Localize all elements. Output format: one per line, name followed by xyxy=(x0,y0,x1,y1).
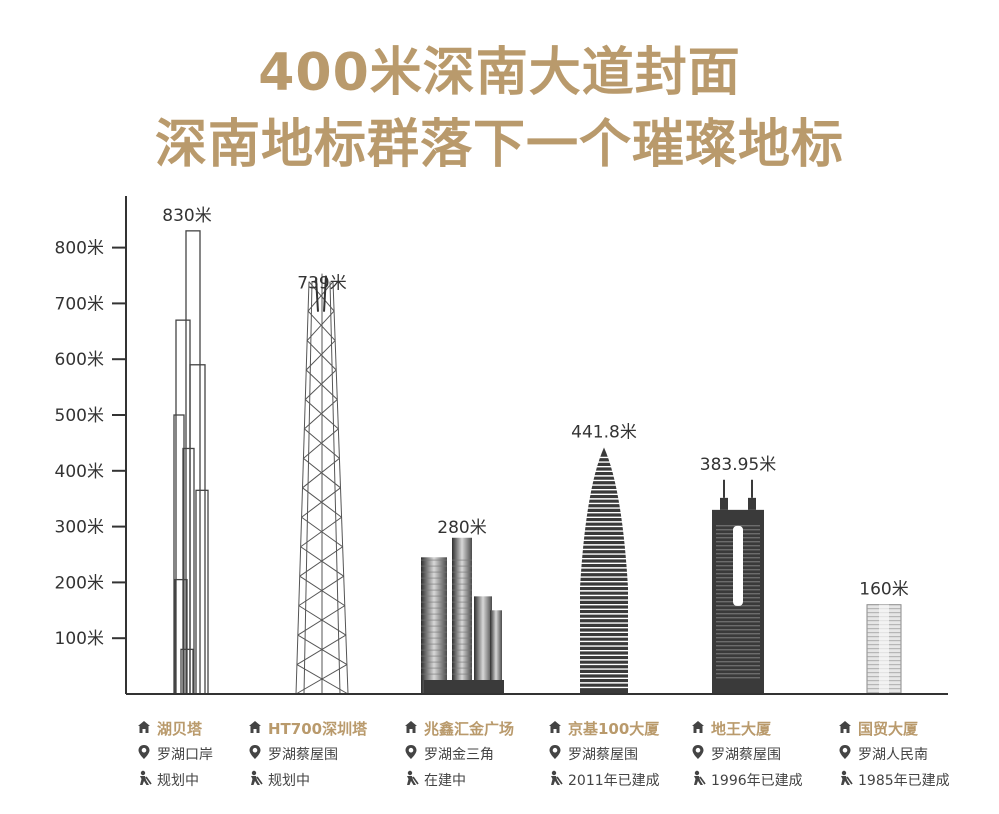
pin-icon xyxy=(248,742,264,768)
building-status: 在建中 xyxy=(424,773,466,789)
worker-icon xyxy=(838,768,854,794)
building-height-chart: 100米 200米 300米 400米 500米 600米 700米 800米 830米 739… xyxy=(55,196,948,695)
y-tick-label: 100米 xyxy=(55,629,104,649)
building-name: 兆鑫汇金广场 xyxy=(424,720,515,738)
worker-icon xyxy=(137,768,153,794)
house-icon xyxy=(248,716,264,742)
building-info-1: 湖贝塔罗湖口岸规划中 xyxy=(137,716,213,794)
building-location: 罗湖人民南 xyxy=(858,747,928,763)
value-labels: 830米 739米 280米 441.8米 383.95米 160米 xyxy=(162,206,908,600)
buildings-layer xyxy=(173,230,902,695)
building-info-4: 京基100大厦 罗湖蔡屋围 2011年已建成 xyxy=(548,716,660,794)
building-info-5: 地王大厦罗湖蔡屋围 1996年已建成 xyxy=(691,716,803,794)
building-location: 罗湖蔡屋围 xyxy=(268,747,338,763)
building-name: 湖贝塔 xyxy=(157,720,203,738)
pin-icon xyxy=(691,742,707,768)
y-axis: 100米 200米 300米 400米 500米 600米 700米 800米 xyxy=(55,239,126,649)
worker-icon xyxy=(404,768,420,794)
building-location: 罗湖金三角 xyxy=(424,747,494,763)
y-tick-label: 200米 xyxy=(55,573,104,593)
building-tower-5 xyxy=(712,479,764,694)
building-status: 2011年已建成 xyxy=(568,773,660,789)
building-status: 1996年已建成 xyxy=(711,773,803,789)
value-label: 383.95米 xyxy=(700,455,776,475)
building-status: 规划中 xyxy=(157,773,199,789)
y-tick-label: 600米 xyxy=(55,350,104,370)
title-line-2: 深南地标群落下一个璀璨地标 xyxy=(154,115,844,175)
title-line-1: 400米深南大道封面 xyxy=(258,43,741,103)
building-status: 规划中 xyxy=(268,773,310,789)
building-name: 地王大厦 xyxy=(711,720,772,738)
building-location: 罗湖口岸 xyxy=(157,747,213,763)
building-tower-3 xyxy=(421,537,504,694)
building-name: 京基100大厦 xyxy=(568,720,660,738)
house-icon xyxy=(838,716,854,742)
building-tower-6 xyxy=(866,604,902,695)
house-icon xyxy=(137,716,153,742)
worker-icon xyxy=(691,768,707,794)
building-name: 国贸大厦 xyxy=(858,720,919,738)
y-tick-label: 300米 xyxy=(55,518,104,538)
building-tower-1 xyxy=(173,230,209,695)
pin-icon xyxy=(137,742,153,768)
value-label: 160米 xyxy=(859,580,908,600)
building-status: 1985年已建成 xyxy=(858,773,950,789)
building-location: 罗湖蔡屋围 xyxy=(711,747,781,763)
value-label: 280米 xyxy=(437,518,486,538)
building-tower-4 xyxy=(578,447,630,694)
house-icon xyxy=(548,716,564,742)
worker-icon xyxy=(548,768,564,794)
y-tick-label: 700米 xyxy=(55,294,104,314)
pin-icon xyxy=(404,742,420,768)
value-label: 739米 xyxy=(297,274,346,294)
building-info-3: 兆鑫汇金广场 罗湖金三角在建中 xyxy=(404,716,514,794)
house-icon xyxy=(691,716,707,742)
value-label: 441.8米 xyxy=(571,422,637,442)
building-info-6: 国贸大厦罗湖人民南 1985年已建成 xyxy=(838,716,950,794)
y-tick-label: 500米 xyxy=(55,406,104,426)
y-tick-label: 400米 xyxy=(55,462,104,482)
building-tower-2 xyxy=(295,273,349,695)
worker-icon xyxy=(248,768,264,794)
pin-icon xyxy=(838,742,854,768)
house-icon xyxy=(404,716,420,742)
building-info-2: HT700深圳塔 罗湖蔡屋围规划中 xyxy=(248,716,367,794)
y-tick-label: 800米 xyxy=(55,239,104,259)
value-label: 830米 xyxy=(162,206,211,226)
building-name: HT700深圳塔 xyxy=(268,720,368,738)
pin-icon xyxy=(548,742,564,768)
building-location: 罗湖蔡屋围 xyxy=(568,747,638,763)
